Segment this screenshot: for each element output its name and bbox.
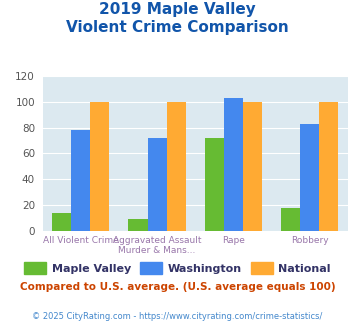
Bar bbox=[166, 102, 186, 231]
Bar bbox=[71, 130, 90, 231]
Bar bbox=[148, 138, 166, 231]
Bar bbox=[129, 219, 148, 231]
Text: Violent Crime Comparison: Violent Crime Comparison bbox=[66, 20, 289, 35]
Text: Aggravated Assault: Aggravated Assault bbox=[113, 236, 201, 245]
Bar bbox=[52, 213, 71, 231]
Text: Rape: Rape bbox=[222, 236, 245, 245]
Bar bbox=[90, 102, 109, 231]
Bar bbox=[243, 102, 262, 231]
Bar bbox=[281, 208, 300, 231]
Text: Murder & Mans...: Murder & Mans... bbox=[119, 246, 196, 255]
Text: Robbery: Robbery bbox=[291, 236, 328, 245]
Bar bbox=[319, 102, 338, 231]
Bar bbox=[205, 138, 224, 231]
Bar bbox=[300, 124, 319, 231]
Bar bbox=[224, 98, 243, 231]
Text: All Violent Crime: All Violent Crime bbox=[43, 236, 119, 245]
Text: Compared to U.S. average. (U.S. average equals 100): Compared to U.S. average. (U.S. average … bbox=[20, 282, 335, 292]
Text: 2019 Maple Valley: 2019 Maple Valley bbox=[99, 2, 256, 16]
Text: © 2025 CityRating.com - https://www.cityrating.com/crime-statistics/: © 2025 CityRating.com - https://www.city… bbox=[32, 312, 323, 321]
Legend: Maple Valley, Washington, National: Maple Valley, Washington, National bbox=[20, 258, 335, 278]
